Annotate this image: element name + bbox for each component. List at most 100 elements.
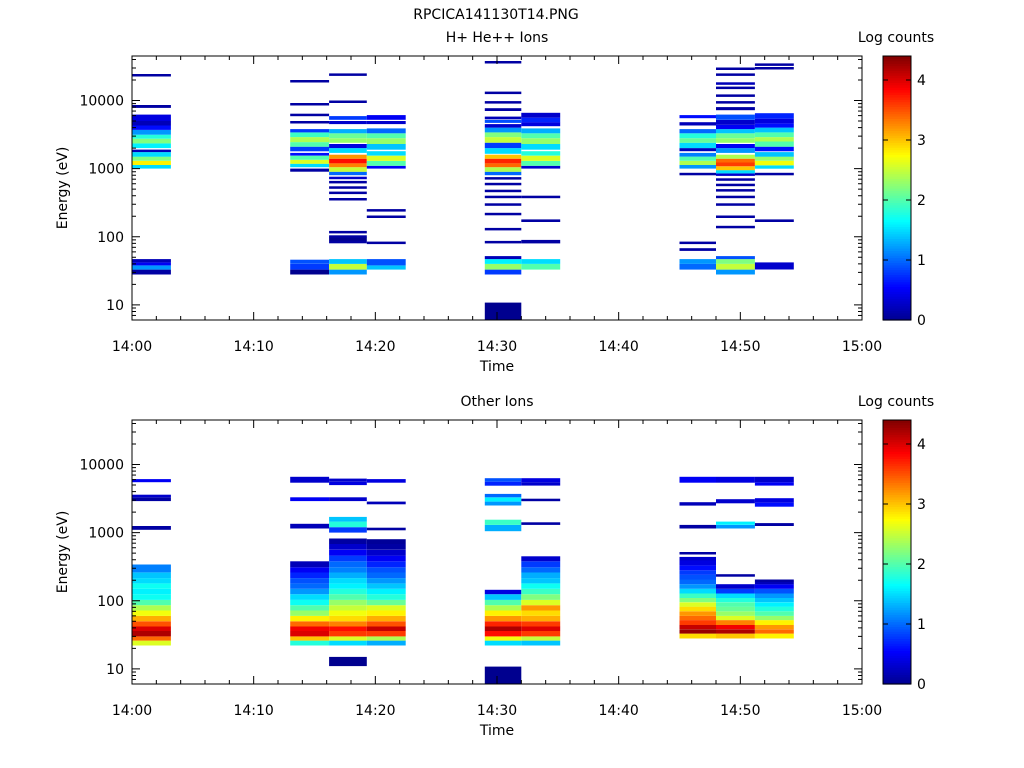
heatmap-cell — [716, 94, 755, 97]
colorbar-segment — [883, 439, 911, 443]
colorbar-segment — [883, 204, 911, 208]
heatmap-cell — [290, 129, 330, 133]
heatmap-cell — [679, 502, 716, 506]
heatmap-cell — [754, 141, 794, 147]
colorbar-segment — [883, 424, 911, 428]
heatmap-cell — [679, 593, 716, 598]
heatmap-cell — [132, 583, 171, 589]
heatmap-cell — [754, 615, 794, 621]
colorbar-segment — [883, 116, 911, 119]
heatmap-cell — [716, 166, 755, 171]
heatmap-cell — [679, 524, 716, 529]
heatmap-cell — [366, 583, 406, 589]
heatmap-cell — [521, 155, 561, 161]
heatmap-cell — [290, 626, 330, 631]
heatmap-cell — [329, 583, 367, 589]
heatmap-cell — [754, 611, 794, 616]
heatmap-cell — [679, 142, 716, 149]
heatmap-cell — [366, 621, 406, 627]
colorbar-segment — [883, 645, 911, 649]
heatmap-cell — [716, 158, 755, 163]
heatmap-cell — [716, 597, 755, 603]
colorbar-segment — [883, 516, 911, 519]
x-tick-label: 14:40 — [598, 703, 638, 719]
heatmap-cell — [484, 610, 522, 616]
heatmap-cell — [521, 626, 561, 631]
colorbar-segment — [883, 118, 911, 122]
colorbar-segment — [883, 420, 911, 423]
heatmap-cell — [679, 584, 716, 589]
heatmap-cell — [754, 262, 794, 270]
colorbar-segment — [883, 176, 911, 179]
heatmap-cell — [679, 560, 716, 566]
heatmap-cell — [366, 599, 406, 606]
heatmap-cell — [521, 588, 561, 595]
heatmap-cell — [521, 138, 561, 144]
colorbar-segment — [883, 288, 911, 292]
heatmap-cell — [679, 633, 716, 639]
colorbar-segment — [883, 104, 911, 107]
heatmap-cell — [290, 631, 330, 637]
heatmap-cell — [716, 170, 755, 174]
heatmap-cell — [521, 195, 561, 199]
colorbar-segment — [883, 272, 911, 275]
heatmap-cell — [679, 148, 716, 152]
heatmap-cell — [290, 572, 330, 579]
heatmap-cell — [716, 107, 755, 111]
heatmap-cell — [484, 256, 522, 260]
colorbar-segment — [883, 597, 911, 601]
colorbar-segment — [883, 111, 911, 115]
heatmap-cell — [329, 497, 367, 502]
colorbar-segment — [883, 465, 911, 469]
heatmap-cell — [329, 154, 367, 159]
heatmap-cell — [679, 248, 716, 251]
colorbar-segment — [883, 458, 911, 462]
heatmap-cell — [716, 256, 755, 260]
heatmap-cell — [132, 138, 171, 144]
colorbar-segment — [883, 252, 911, 256]
colorbar-segment — [883, 590, 911, 594]
colorbar-segment — [883, 609, 911, 613]
heatmap-cell — [132, 134, 171, 139]
heatmap-cell — [329, 235, 367, 238]
heatmap-cell — [290, 583, 330, 589]
x-tick-label: 14:00 — [112, 703, 152, 719]
heatmap-cell — [329, 121, 367, 125]
heatmap-cell — [754, 127, 794, 133]
heatmap-cell — [716, 263, 755, 270]
colorbar-segment — [883, 523, 911, 527]
heatmap-cell — [132, 259, 171, 263]
colorbar-segment — [883, 279, 911, 283]
colorbar-segment — [883, 470, 911, 474]
heatmap-cell — [754, 118, 794, 124]
heatmap-cell — [290, 594, 330, 600]
heatmap-cell — [329, 230, 367, 234]
colorbar-segment — [883, 607, 911, 611]
heatmap-cell — [716, 602, 755, 607]
heatmap-cell — [754, 593, 794, 598]
heatmap-cell — [366, 151, 406, 156]
heatmap-cell — [484, 519, 522, 525]
colorbar-segment — [883, 475, 911, 479]
colorbar-segment — [883, 564, 911, 567]
heatmap-cell — [484, 302, 522, 320]
colorbar-segment — [883, 195, 911, 199]
heatmap-cell — [366, 561, 406, 568]
heatmap-cell — [329, 240, 367, 244]
colorbar-segment — [883, 233, 911, 237]
x-tick-label: 14:10 — [233, 703, 273, 719]
colorbar-segment — [883, 542, 911, 546]
colorbar-segment — [883, 128, 911, 131]
heatmap-cell — [290, 269, 330, 275]
heatmap-cell — [679, 133, 716, 139]
heatmap-cell — [754, 625, 794, 630]
heatmap-cell — [329, 610, 367, 616]
heatmap-cell — [132, 497, 171, 502]
colorbar-segment — [883, 202, 911, 206]
heatmap-cell — [716, 611, 755, 616]
colorbar-segment — [883, 672, 911, 675]
heatmap-cell — [132, 479, 171, 483]
colorbar-segment — [883, 456, 911, 459]
heatmap-cell — [679, 611, 716, 616]
heatmap-cell — [679, 565, 716, 571]
